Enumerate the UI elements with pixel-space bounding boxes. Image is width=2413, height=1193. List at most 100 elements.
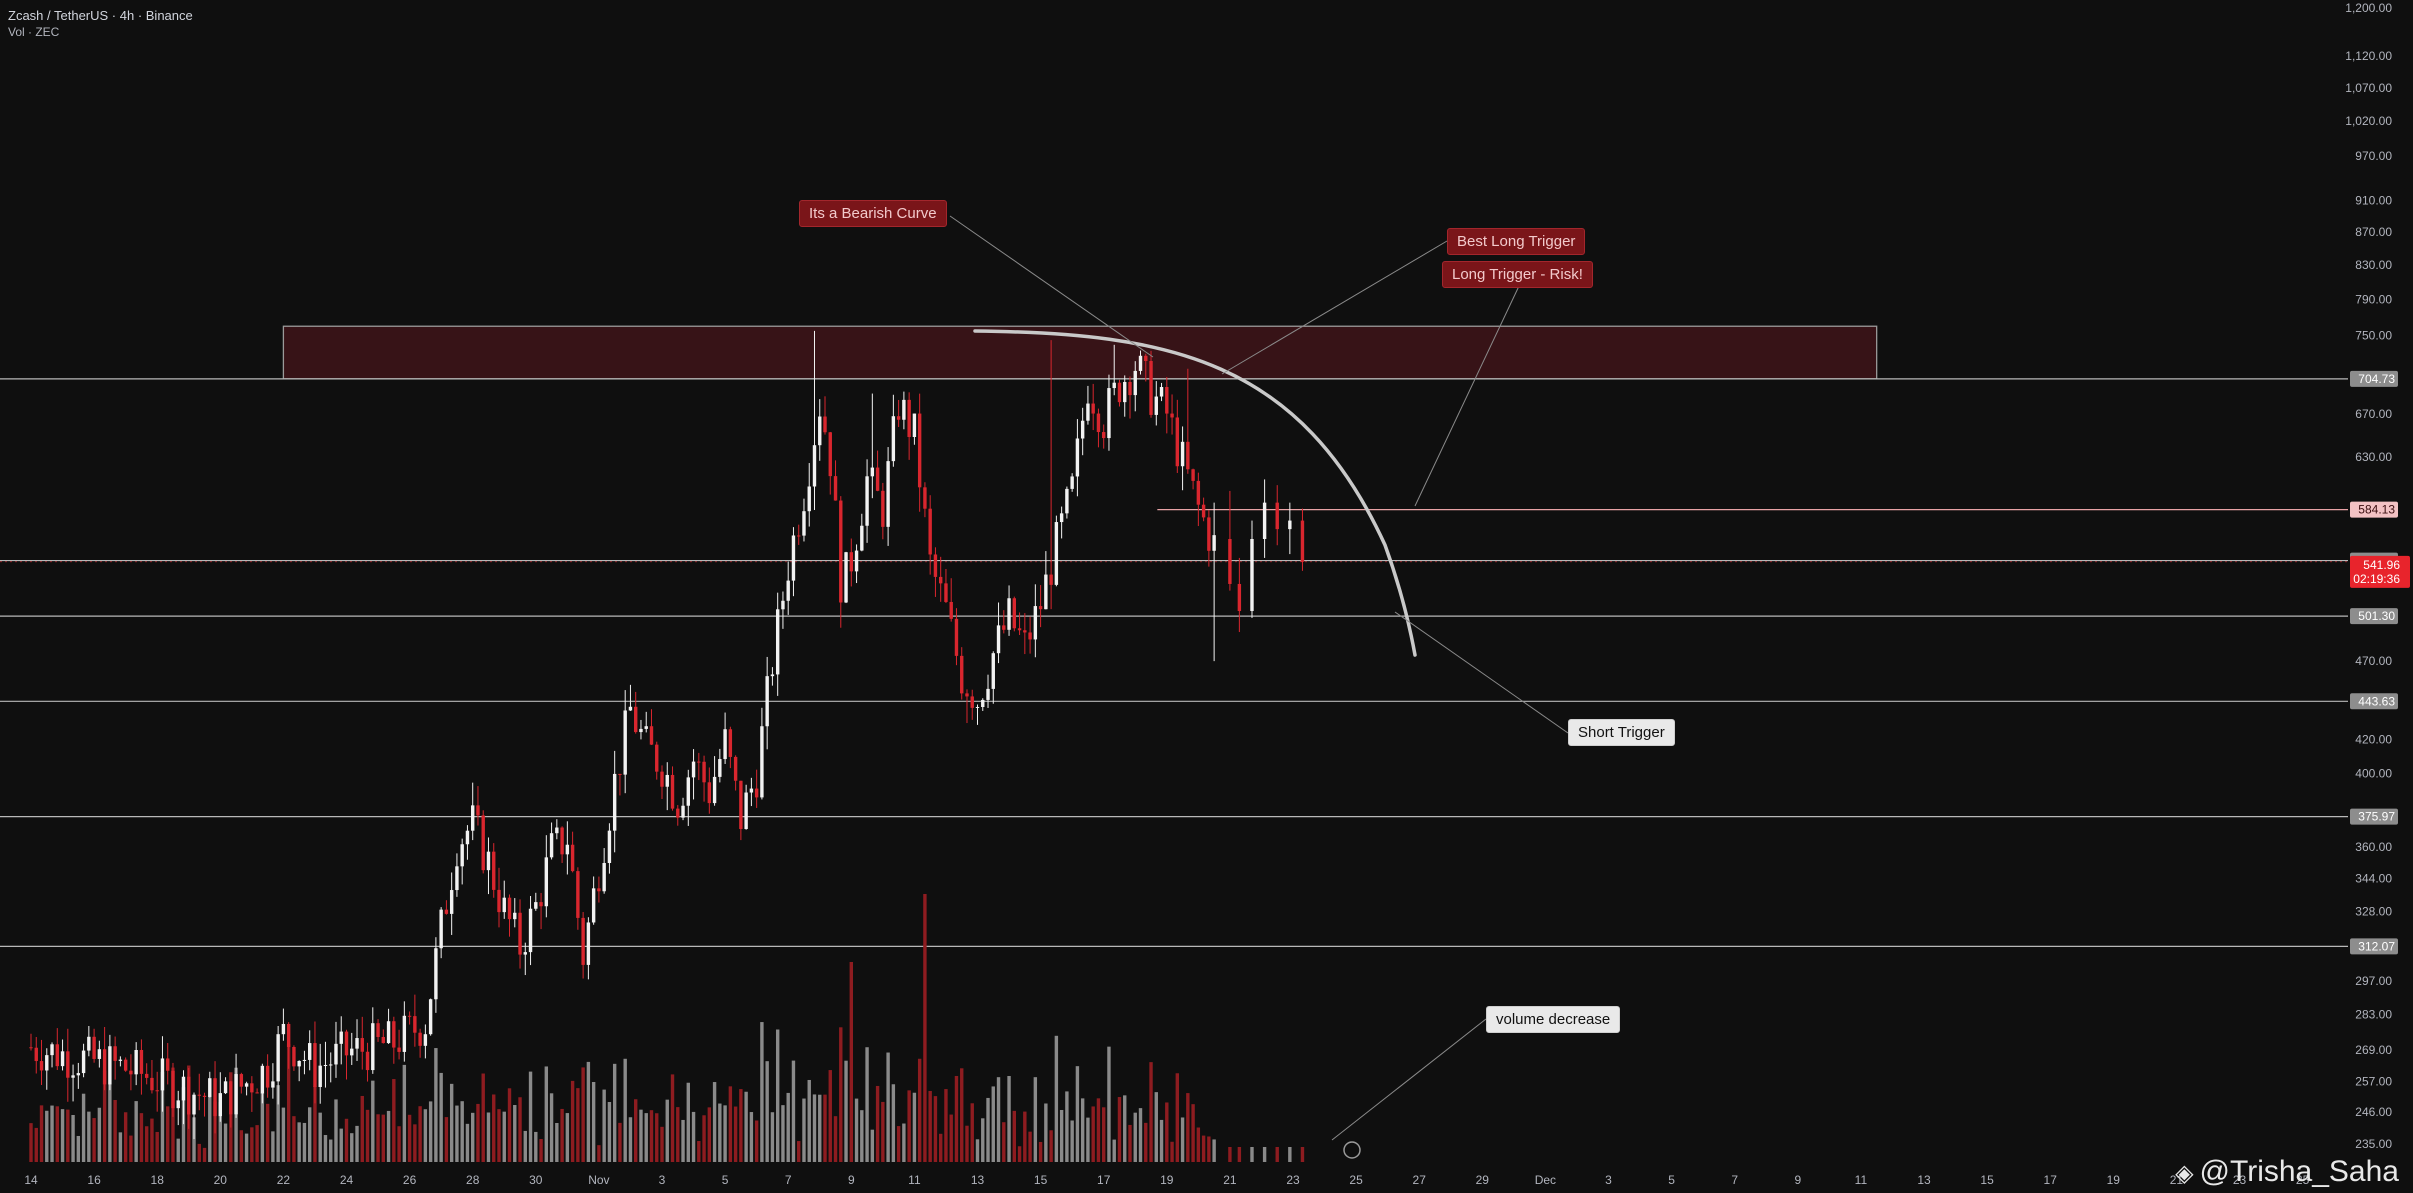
replay-icon <box>1343 1141 1361 1159</box>
volume-bar <box>854 1098 859 1162</box>
volume-bar <box>739 1089 743 1162</box>
volume-bar <box>634 1099 638 1162</box>
candle-body <box>1207 517 1211 551</box>
candle-body <box>87 1036 91 1051</box>
candle-body <box>286 1023 291 1047</box>
time-tick-label: 19 <box>1160 1173 1174 1187</box>
annotation-volume-decrease[interactable]: volume decrease <box>1486 1006 1621 1033</box>
volume-bar <box>444 1117 449 1162</box>
volume-bar <box>1191 1104 1195 1162</box>
candle-body <box>1149 361 1153 415</box>
candle-body <box>76 1073 81 1076</box>
level-badge <box>2350 808 2398 825</box>
volume-bar <box>797 1141 801 1162</box>
time-axis-layer: 14 16 18 20 22 24 26 28 30 Nov 3 5 7 9 11 13 15 17 19 21 23 2… <box>24 1173 2309 1187</box>
candle-body <box>1054 522 1059 585</box>
volume-bar <box>318 1112 322 1162</box>
candle-body <box>229 1081 233 1115</box>
volume-bar <box>775 1029 780 1162</box>
candle-body <box>1262 502 1267 540</box>
time-tick-label: 9 <box>1794 1173 1801 1187</box>
volume-bar <box>1262 1147 1267 1162</box>
annotation-long-trigger-risky[interactable]: Long Trigger - Risk! <box>1442 261 1593 288</box>
volume-bar <box>639 1109 643 1162</box>
volume-bar <box>1096 1098 1101 1162</box>
symbol-title[interactable]: Zcash / TetherUS · 4h · Binance <box>8 8 193 23</box>
candle-body <box>1250 539 1254 612</box>
volume-bar <box>586 1061 591 1162</box>
volume-bar <box>1228 1147 1232 1162</box>
candle-body <box>260 1065 265 1094</box>
volume-bar <box>134 1101 138 1162</box>
candle-body <box>891 416 896 462</box>
candle-body <box>160 1058 165 1091</box>
volume-bar <box>102 1070 107 1162</box>
candle-body <box>628 706 633 711</box>
volume-bar <box>534 1131 538 1162</box>
candle-body <box>476 805 480 816</box>
candle-body <box>1138 355 1143 371</box>
time-tick-label: 7 <box>785 1173 792 1187</box>
volume-bar <box>108 1084 112 1162</box>
candle-body <box>181 1076 186 1101</box>
candle-body <box>176 1100 180 1109</box>
volume-bar <box>113 1099 117 1162</box>
level-badge-label: 375.97 <box>2358 810 2395 824</box>
volume-bar <box>697 1141 701 1162</box>
time-tick-label: 25 <box>2296 1173 2310 1187</box>
candle-body <box>371 1023 375 1071</box>
candle-body <box>502 897 506 913</box>
candle-body <box>81 1050 86 1074</box>
candle-body <box>413 1016 417 1033</box>
volume-bar <box>812 1094 817 1162</box>
price-tick-label: 910.00 <box>2355 194 2392 208</box>
candle-body <box>265 1065 270 1088</box>
volume-bar <box>528 1071 533 1162</box>
candle-body <box>870 467 875 477</box>
volume-bar <box>970 1103 974 1162</box>
volume-bar <box>29 1123 33 1162</box>
volume-bar <box>297 1122 301 1162</box>
annotation-connector <box>949 215 1154 358</box>
volume-bar <box>302 1122 307 1162</box>
volume-bar <box>781 1105 785 1162</box>
volume-indicator-label[interactable]: Vol · ZEC <box>8 25 60 39</box>
level-badge <box>2350 370 2398 387</box>
candle-body <box>1075 438 1080 477</box>
volume-bar <box>423 1109 428 1162</box>
volume-bar <box>1144 1122 1148 1162</box>
chart-header: Zcash / TetherUS · 4h · Binance Vol · ZE… <box>8 7 193 41</box>
candle-body <box>649 726 654 745</box>
annotation-bearish-curve[interactable]: Its a Bearish Curve <box>799 200 947 227</box>
volume-bar <box>681 1119 685 1162</box>
candle-body <box>192 1094 196 1115</box>
candle-body <box>807 486 811 512</box>
volume-bar <box>376 1114 380 1162</box>
annotation-short-trigger[interactable]: Short Trigger <box>1568 719 1675 746</box>
candle-body <box>213 1078 217 1117</box>
annotation-best-long-trigger[interactable]: Best Long Trigger <box>1447 228 1586 255</box>
volume-bar <box>902 1123 906 1162</box>
volume-bar <box>202 1147 207 1162</box>
volume-bar <box>544 1066 549 1162</box>
volume-bar <box>1023 1111 1027 1162</box>
volume-bar <box>292 1116 296 1162</box>
candle-body <box>66 1051 70 1078</box>
annotation-connector <box>1394 611 1569 734</box>
candle-body <box>255 1092 259 1094</box>
current-price-badge <box>2350 555 2410 588</box>
volume-bar <box>1128 1124 1132 1162</box>
volume-bar <box>807 1079 811 1162</box>
time-tick-label: 16 <box>87 1173 101 1187</box>
candle-body <box>670 774 675 809</box>
volume-bar <box>413 1124 417 1162</box>
candle-body <box>497 889 501 913</box>
volume-bar <box>1012 1110 1017 1162</box>
volume-bar <box>1212 1139 1216 1162</box>
candle-body <box>702 761 706 783</box>
candle-body <box>271 1081 275 1088</box>
volume-bar <box>176 1138 180 1162</box>
candle-body <box>150 1077 154 1091</box>
candle-body <box>1123 381 1127 403</box>
